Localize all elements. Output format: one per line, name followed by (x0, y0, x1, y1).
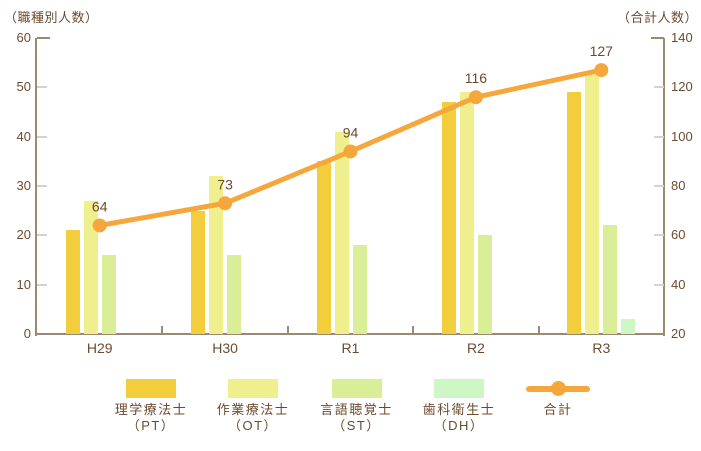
left-axis-line (35, 38, 37, 336)
x-axis-label-H29: H29 (86, 340, 113, 356)
legend-label-dh: 歯科衛生士 (422, 402, 496, 417)
bar-st-R3 (603, 225, 618, 334)
right-axis-tick-label: 60 (671, 227, 686, 243)
x-axis-line (35, 333, 665, 335)
x-axis-boundary-tick (161, 326, 164, 334)
legend-item-dh: 歯科衛生士 （DH） (404, 379, 514, 434)
left-axis-tick-label: 20 (16, 227, 31, 243)
left-axis-tick-label: 50 (16, 79, 31, 95)
legend-item-pt: 理学療法士 （PT） (96, 379, 206, 434)
right-axis-tick-label: 40 (671, 276, 686, 292)
right-axis-tick (654, 283, 664, 286)
right-axis-tick-label: 120 (671, 79, 693, 95)
right-axis-tick (654, 135, 664, 138)
left-axis-tick-label: 30 (16, 178, 31, 193)
bar-ot-R3 (585, 72, 600, 334)
legend-key-pt (96, 379, 206, 398)
legend-label-pt: （PT） (126, 418, 176, 433)
x-axis-boundary-tick (537, 326, 540, 334)
x-axis-label-R3: R3 (592, 340, 611, 356)
total-data-label-R2: 116 (465, 70, 488, 86)
legend-swatch-st (331, 379, 382, 398)
bar-ot-R2 (459, 92, 474, 334)
right-axis-tick-label: 140 (671, 30, 693, 45)
bar-st-R1 (352, 245, 367, 334)
x-axis-label-R2: R2 (466, 340, 485, 356)
right-axis-tick (654, 86, 664, 89)
legend-label-dh: （DH） (433, 418, 485, 433)
bar-ot-R1 (334, 131, 349, 334)
bar-st-H30 (227, 255, 242, 334)
right-axis-title: （合計人数） (616, 10, 698, 25)
bar-ot-H29 (83, 200, 98, 334)
legend-label-pt: 理学療法士 (114, 402, 188, 417)
x-axis-boundary-tick (286, 326, 289, 334)
legend-label-ot: 作業療法士 (216, 402, 290, 417)
left-axis-tick-label: 60 (16, 30, 31, 45)
x-axis-boundary-tick (412, 326, 415, 334)
right-axis-tick (654, 185, 664, 187)
left-axis-tick (37, 37, 50, 39)
total-line (97, 67, 604, 228)
bar-pt-R1 (316, 161, 331, 334)
right-axis-tick-label: 20 (671, 326, 686, 341)
x-axis-label-H30: H30 (212, 340, 238, 356)
bar-pt-R2 (441, 102, 456, 334)
legend-line-marker-icon (551, 381, 566, 396)
legend-item-total: 合計 (503, 379, 613, 418)
bar-st-H29 (101, 255, 116, 334)
legend-key-dh (404, 379, 514, 398)
bar-dh-R3 (621, 319, 636, 334)
legend-label-total: 合計 (543, 402, 573, 417)
legend-label-ot: （OT） (227, 418, 279, 433)
right-axis-tick (651, 37, 664, 39)
left-axis-tick (37, 185, 47, 187)
legend-swatch-pt (126, 379, 176, 398)
legend-item-st: 言語聴覚士 （ST） (302, 379, 412, 434)
legend-swatch-ot (228, 379, 278, 398)
bar-ot-H30 (209, 176, 224, 334)
legend-key-ot (198, 379, 308, 398)
right-axis-line (663, 38, 665, 336)
right-axis-tick-label: 80 (671, 178, 686, 193)
bar-st-R2 (477, 235, 492, 334)
legend-label-st: （ST） (332, 418, 381, 433)
left-axis-tick (37, 135, 47, 138)
total-data-label-R3: 127 (590, 43, 614, 59)
left-axis-tick-label: 10 (16, 276, 31, 292)
bar-pt-H30 (191, 210, 206, 334)
left-axis-tick (37, 234, 47, 237)
legend-label-st: 言語聴覚士 (320, 402, 393, 417)
legend-item-ot: 作業療法士 （OT） (198, 379, 308, 434)
left-axis-tick-label: 40 (16, 128, 31, 144)
bar-pt-H29 (65, 230, 80, 334)
legend-swatch-dh (434, 379, 484, 398)
left-axis-tick (37, 86, 47, 89)
right-axis-tick-label: 100 (671, 128, 693, 144)
legend-key-st (302, 379, 412, 398)
bar-pt-R3 (567, 92, 582, 334)
x-axis-label-R1: R1 (341, 340, 360, 356)
left-axis-tick (37, 283, 47, 286)
left-axis-tick-label: 0 (23, 326, 31, 341)
right-axis-tick (654, 234, 664, 237)
legend-key-total (503, 379, 613, 398)
left-axis-title: （職種別人数） (4, 10, 99, 25)
